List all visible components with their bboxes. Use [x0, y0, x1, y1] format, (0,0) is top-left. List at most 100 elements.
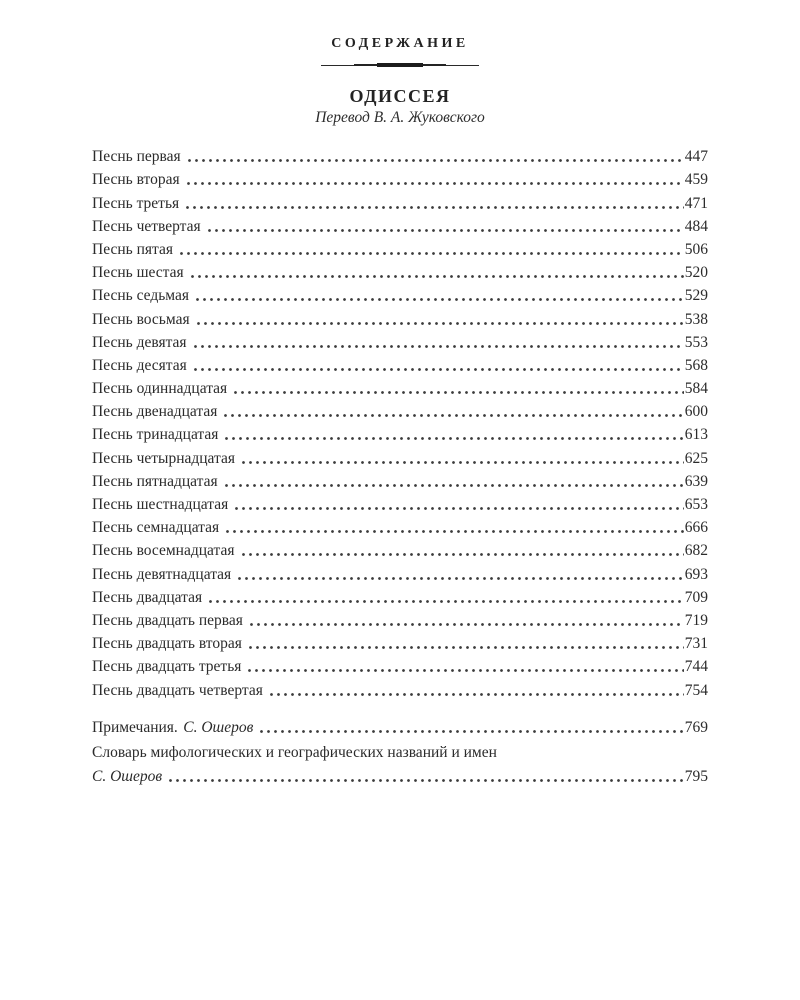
toc-row: Песнь девятнадцатая 693: [92, 561, 708, 585]
toc-entry-page: 613: [684, 426, 708, 444]
dot-leader: [194, 306, 684, 330]
toc-entry-title: Песнь восьмая: [92, 310, 190, 328]
toc-entry-page: 653: [684, 496, 708, 513]
toc-entry-title: Песнь двадцать третья: [92, 658, 242, 676]
notes-page: 769: [684, 718, 708, 736]
toc-entry-title: Песнь первая: [92, 148, 181, 166]
dot-leader: [246, 630, 684, 655]
dot-leader: [233, 491, 684, 515]
toc-entry-page: 719: [684, 611, 708, 629]
toc-entry-page: 744: [684, 658, 708, 676]
dot-leader: [191, 352, 684, 376]
page-header: СОДЕРЖАНИЕ: [0, 36, 800, 67]
toc-entry-page: 693: [684, 565, 708, 583]
toc-row: Песнь двадцать вторая 731: [92, 630, 708, 655]
header-divider-ornament: [321, 63, 479, 67]
toc-entry-title: Песнь девятая: [92, 333, 187, 351]
list-gap: [92, 701, 708, 715]
dot-leader: [194, 283, 684, 307]
toc-entry-title: Песнь четырнадцатая: [92, 449, 235, 467]
glossary-author: С. Ошеров: [92, 768, 163, 786]
dot-leader: [239, 538, 684, 562]
toc-row: Песнь пятнадцатая 639: [92, 468, 708, 492]
dot-leader: [207, 584, 684, 608]
toc-row: Песнь двадцать первая 719: [92, 607, 708, 631]
dot-leader: [188, 259, 684, 284]
dot-leader: [177, 236, 684, 260]
toc-entry-title: Песнь восемнадцатая: [92, 542, 235, 560]
toc-entry-title: Песнь пятая: [92, 240, 173, 258]
toc-row: Песнь восьмая 538: [92, 306, 708, 330]
toc-entry-title: Песнь двадцать вторая: [92, 635, 242, 653]
toc-row: Песнь десятая 568: [92, 352, 708, 376]
toc-entry-title: Песнь семнадцатая: [92, 519, 220, 537]
toc-entry-page: 529: [684, 287, 708, 305]
toc-entry-page: 484: [684, 217, 708, 235]
toc-entry-title: Песнь двадцать четвертая: [92, 681, 263, 699]
toc-row: Песнь шестая 520: [92, 259, 708, 284]
dot-leader: [246, 654, 684, 678]
dot-leader: [222, 399, 684, 423]
dot-leader: [205, 213, 684, 237]
toc-entry-page: 709: [684, 588, 708, 606]
notes-author: С. Ошеров: [183, 718, 254, 736]
toc-entry-page: 520: [684, 264, 708, 282]
toc-entry-page: 666: [684, 519, 708, 537]
toc-row: Песнь двадцать третья 744: [92, 654, 708, 678]
toc-entry-title: Песнь двенадцатая: [92, 403, 218, 421]
dot-leader: [247, 607, 684, 631]
notes-label: Примечания.: [92, 718, 178, 736]
toc-entry-page: 625: [684, 449, 708, 467]
toc-entry-title: Песнь тринадцатая: [92, 426, 219, 444]
toc-entry-page: 506: [684, 240, 708, 258]
dot-leader: [191, 329, 684, 353]
toc-row: Песнь семнадцатая 666: [92, 515, 708, 539]
toc-entry-page: 538: [684, 310, 708, 328]
toc-entry-title: Песнь вторая: [92, 171, 180, 189]
toc-entry-page: 639: [684, 472, 708, 490]
toc-row: Песнь одиннадцатая 584: [92, 375, 708, 400]
toc-row: Песнь четырнадцатая 625: [92, 445, 708, 469]
toc-row: Песнь двадцатая 709: [92, 584, 708, 608]
toc-entry-page: 553: [684, 333, 708, 351]
toc-row: Песнь пятая 506: [92, 236, 708, 260]
dot-leader: [236, 561, 684, 585]
dot-leader: [184, 190, 684, 214]
toc-entry-title: Песнь седьмая: [92, 287, 189, 305]
toc-entry-page: 471: [684, 194, 708, 212]
dot-leader: [167, 763, 684, 788]
toc-row: Песнь девятая 553: [92, 329, 708, 353]
toc-entry-title: Песнь девятнадцатая: [92, 565, 232, 583]
glossary-author-row: С. Ошеров 795: [92, 763, 708, 788]
toc-list: Песнь первая 447 Песнь вторая 459 Песнь …: [92, 144, 708, 788]
toc-row: Песнь восемнадцатая 682: [92, 538, 708, 562]
toc-row: Песнь двадцать четвертая 754: [92, 677, 708, 701]
dot-leader: [258, 714, 684, 738]
glossary-page: 795: [684, 768, 708, 786]
dot-leader: [232, 375, 684, 400]
toc-row: Песнь шестнадцатая 653: [92, 491, 708, 515]
toc-entry-page: 568: [684, 356, 708, 374]
toc-row-notes: Примечания. С. Ошеров 769: [92, 714, 708, 738]
toc-entry-page: 447: [684, 148, 708, 166]
toc-entry-title: Песнь двадцать первая: [92, 611, 243, 629]
toc-entry-title: Песнь десятая: [92, 356, 187, 374]
toc-row: Песнь первая 447: [92, 144, 708, 168]
toc-entry-page: 600: [684, 403, 708, 421]
toc-entry-title: Песнь четвертая: [92, 217, 201, 235]
toc-entry-title: Песнь шестая: [92, 264, 184, 282]
toc-row: Песнь тринадцатая 613: [92, 422, 708, 446]
dot-leader: [184, 167, 684, 191]
toc-entry-title: Песнь пятнадцатая: [92, 472, 218, 490]
dot-leader: [223, 422, 684, 446]
dot-leader: [240, 445, 684, 469]
toc-row: Песнь седьмая 529: [92, 283, 708, 307]
toc-row: Песнь двенадцатая 600: [92, 399, 708, 423]
section-title: ОДИССЕЯ: [349, 86, 451, 106]
toc-entry-title: Песнь третья: [92, 194, 180, 212]
toc-row: Песнь третья 471: [92, 190, 708, 214]
toc-entry-page: 731: [684, 635, 708, 653]
dot-leader: [224, 515, 684, 539]
toc-row-glossary: Словарь мифологических и географических …: [92, 741, 708, 788]
